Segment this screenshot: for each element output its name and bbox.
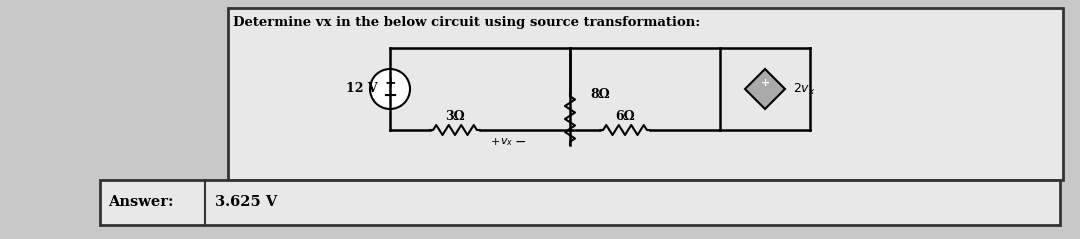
Text: $v_x$: $v_x$ xyxy=(500,136,514,148)
Text: Determine vx in the below circuit using source transformation:: Determine vx in the below circuit using … xyxy=(233,16,700,28)
Text: 12 V: 12 V xyxy=(347,82,378,96)
Text: $2v_x$: $2v_x$ xyxy=(793,81,815,97)
Text: 3.625 V: 3.625 V xyxy=(215,196,278,210)
Bar xyxy=(100,180,1059,225)
Text: 6Ω: 6Ω xyxy=(616,109,635,123)
Text: −: − xyxy=(514,135,526,149)
Text: +: + xyxy=(490,137,500,147)
Text: +: + xyxy=(384,76,395,90)
Circle shape xyxy=(370,69,410,109)
Polygon shape xyxy=(745,69,785,109)
Text: +: + xyxy=(760,78,770,88)
Text: Answer:: Answer: xyxy=(108,196,174,210)
Bar xyxy=(228,8,1063,180)
Text: −: − xyxy=(382,87,397,105)
Text: 8Ω: 8Ω xyxy=(590,87,610,101)
Text: 3Ω: 3Ω xyxy=(445,109,464,123)
